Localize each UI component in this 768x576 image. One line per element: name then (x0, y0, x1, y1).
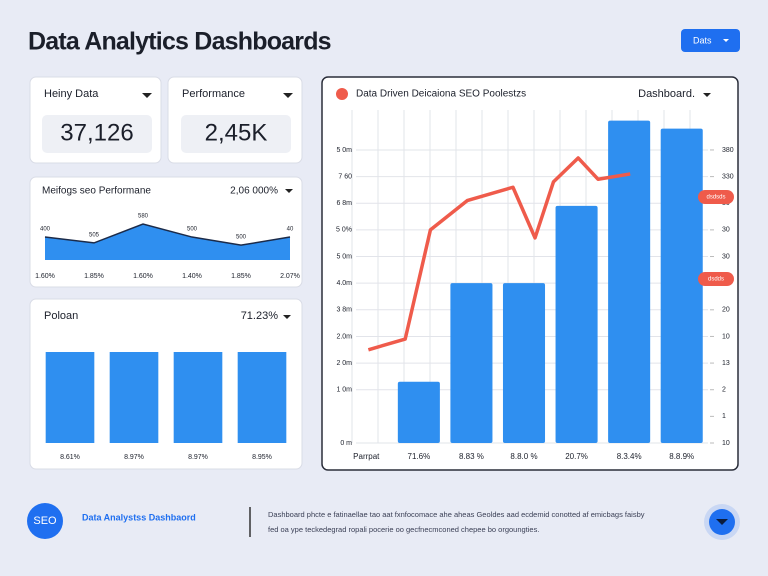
x-tick-label: 1.40% (182, 273, 202, 280)
bar (660, 128, 703, 443)
point-label: 40 (287, 227, 294, 233)
annotation: dsdsds (706, 195, 725, 201)
area-line (44, 223, 291, 246)
bar (502, 283, 546, 443)
y-tick-label: 7 60 (338, 173, 352, 180)
dropdown-caret[interactable] (283, 93, 293, 98)
button-caret[interactable] (723, 39, 729, 42)
x-tick-label: 2.07% (280, 273, 300, 280)
bar (45, 352, 95, 443)
bar (555, 205, 598, 443)
chart-subtitle: Dashboard. (638, 88, 695, 100)
value-box (181, 115, 291, 153)
x-tick-label: 8.97% (188, 454, 208, 461)
card-value: 37,126 (60, 119, 133, 146)
bar (608, 120, 651, 443)
status-dot (336, 88, 348, 100)
point-label: 400 (40, 227, 51, 233)
footer-text: Dashboard phcte e fatinaellae tao aat fx… (268, 510, 645, 519)
y2-tick-label: 30 (722, 227, 730, 234)
chart-title: Data Driven Deicaiona SEO Poolestzs (356, 89, 526, 100)
annotation-badge (698, 190, 734, 204)
x-tick-label: 8.3.4% (617, 452, 642, 461)
chart-subtitle: 71.23% (241, 310, 279, 322)
point-label: 505 (89, 232, 100, 238)
y2-tick-label: 330 (722, 173, 734, 180)
card (29, 298, 303, 470)
x-tick-label: 1.85% (231, 273, 251, 280)
y2-tick-label: 30 (722, 253, 730, 260)
scroll-arrow[interactable] (716, 519, 728, 525)
chart-title: Meifogs seo Performane (42, 186, 151, 197)
x-tick-label: Parrpat (353, 452, 380, 461)
y-tick-label: 1 0m (336, 387, 352, 394)
bar (237, 352, 287, 443)
bar (450, 283, 493, 443)
y2-tick-label: 1 (722, 413, 726, 420)
y2-tick-label: 13 (722, 360, 730, 367)
x-tick-label: 20.7% (565, 452, 588, 461)
y-tick-label: 0 m (340, 440, 352, 447)
x-tick-label: 8.8.0 % (510, 452, 537, 461)
y2-tick-label: 10 (722, 333, 730, 340)
dropdown-caret[interactable] (283, 315, 291, 319)
x-tick-label: 8.97% (124, 454, 144, 461)
scroll-button[interactable] (704, 504, 740, 540)
x-tick-label: 1.60% (133, 273, 153, 280)
bar (173, 352, 223, 443)
card-value: 2,45K (205, 119, 268, 146)
y-tick-label: 2 0m (336, 360, 352, 367)
y-tick-label: 3 8m (336, 307, 352, 314)
x-tick-label: 71.6% (408, 452, 431, 461)
value-box (42, 115, 152, 153)
y-tick-label: 5 0% (336, 227, 352, 234)
button-bg[interactable] (681, 29, 740, 52)
y2-tick-label: 380 (722, 147, 734, 154)
annotation-badge (698, 272, 734, 286)
y2-tick-label: 20 (722, 307, 730, 314)
point-label: 500 (187, 227, 198, 233)
button-label[interactable]: Dats (693, 35, 712, 45)
x-tick-label: 1.60% (35, 273, 55, 280)
x-tick-label: 8.95% (252, 454, 272, 461)
y-tick-label: 5 0m (336, 147, 352, 154)
badge-text: SEO (33, 515, 57, 527)
y-tick-label: 2.0m (336, 333, 352, 340)
x-tick-label: 1.85% (84, 273, 104, 280)
seo-badge (27, 503, 63, 539)
area (45, 224, 290, 260)
x-tick-label: 8.8.9% (669, 452, 694, 461)
y-tick-label: 5 0m (336, 253, 352, 260)
x-tick-label: 8.61% (60, 454, 80, 461)
bar (397, 381, 440, 443)
dropdown-caret[interactable] (285, 189, 293, 193)
y2-tick-label: 10 (722, 440, 730, 447)
annotation: dsdds (708, 277, 724, 283)
y-tick-label: 4.0m (336, 280, 352, 287)
dropdown-caret[interactable] (142, 93, 152, 98)
y-tick-label: 6 8m (336, 200, 352, 207)
chart-subtitle: 2,06 000% (230, 186, 278, 197)
footer-name: Data Analystss Dashbaord (82, 512, 196, 522)
y2-tick-label: 2 (722, 387, 726, 394)
card-label: Heiny Data (44, 88, 99, 100)
chart-title: Poloan (44, 310, 78, 322)
card-label: Performance (182, 88, 245, 100)
footer-text: fed oa ype teckedegrad ropali pocerie oo… (268, 525, 539, 534)
dropdown-caret[interactable] (703, 93, 711, 97)
x-tick-label: 8.83 % (459, 452, 484, 461)
point-label: 580 (138, 214, 149, 220)
page-title: Data Analytics Dashboards (28, 28, 331, 56)
bar (109, 352, 159, 443)
point-label: 500 (236, 235, 247, 241)
trend-line (367, 156, 631, 352)
header-button[interactable]: Dats (681, 29, 740, 52)
